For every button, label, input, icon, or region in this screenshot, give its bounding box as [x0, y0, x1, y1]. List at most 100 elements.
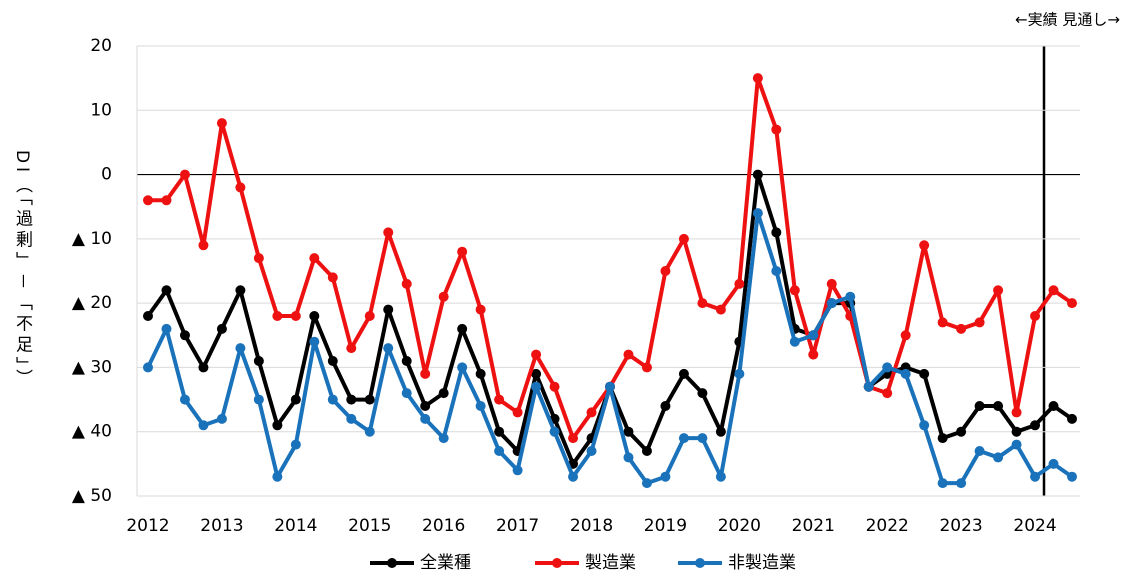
data-point — [660, 266, 671, 276]
legend-marker — [387, 558, 397, 568]
data-point — [327, 356, 338, 366]
data-point — [494, 394, 505, 405]
data-point — [826, 278, 837, 289]
data-point — [531, 381, 542, 392]
x-tick-label: 2014 — [274, 516, 317, 536]
data-point — [198, 420, 209, 431]
legend-label: 製造業 — [585, 553, 636, 573]
data-point — [272, 471, 283, 482]
x-tick-label: 2015 — [348, 516, 391, 536]
x-tick-label: 2020 — [718, 516, 761, 536]
data-point — [161, 195, 172, 206]
x-tick-label: 2018 — [570, 516, 613, 536]
data-point — [401, 388, 412, 399]
data-point — [272, 311, 283, 321]
data-point — [1067, 413, 1077, 424]
annotation: ←実績 見通し→ — [1015, 11, 1120, 29]
data-point — [660, 401, 671, 411]
data-point — [586, 407, 597, 418]
data-point — [401, 356, 412, 366]
x-tick-label: 2023 — [939, 516, 982, 536]
data-point — [660, 471, 671, 482]
data-point — [623, 452, 634, 463]
data-point — [494, 446, 505, 456]
data-point — [161, 323, 172, 334]
data-point — [771, 124, 782, 135]
data-point — [697, 433, 708, 444]
x-tick-label: 2019 — [644, 516, 687, 536]
y-tick-label: ▲ 10 — [72, 229, 112, 249]
x-tick-label: 2024 — [1013, 516, 1056, 536]
data-point — [327, 272, 338, 283]
data-point — [993, 452, 1004, 463]
data-point — [420, 413, 431, 424]
data-point — [272, 420, 283, 431]
data-point — [198, 362, 209, 373]
data-point — [937, 433, 948, 444]
data-point — [549, 426, 560, 437]
data-point — [1011, 426, 1022, 437]
data-point — [253, 253, 264, 264]
x-tick-label: 2022 — [866, 516, 909, 536]
data-point — [531, 349, 542, 360]
data-point — [1067, 298, 1077, 309]
data-point — [383, 343, 394, 354]
legend-label: 全業種 — [420, 553, 471, 573]
data-point — [438, 291, 449, 302]
data-point — [734, 278, 745, 289]
data-point — [346, 394, 357, 405]
data-point — [179, 394, 190, 405]
data-point — [1030, 471, 1041, 482]
data-point — [641, 446, 652, 456]
data-point — [882, 362, 893, 373]
data-point — [383, 227, 394, 238]
data-point — [179, 169, 190, 180]
data-point — [475, 401, 486, 411]
data-point — [364, 394, 375, 405]
y-tick-label: ▲ 40 — [72, 422, 112, 442]
data-point — [253, 394, 264, 405]
data-point — [771, 227, 782, 238]
data-point — [715, 426, 726, 437]
data-point — [198, 240, 209, 251]
data-point — [678, 233, 689, 244]
data-point — [882, 388, 893, 399]
data-point — [956, 478, 967, 489]
data-point — [420, 401, 431, 411]
data-point — [364, 311, 375, 321]
data-point — [993, 285, 1004, 296]
data-point — [734, 368, 745, 379]
data-point — [937, 478, 948, 489]
x-tick-label: 2013 — [200, 516, 243, 536]
data-point — [549, 381, 560, 392]
data-point — [900, 368, 911, 379]
data-point — [586, 446, 597, 456]
data-point — [457, 246, 468, 257]
data-point — [789, 336, 800, 347]
data-point — [531, 368, 542, 379]
y-tick-label: 20 — [90, 36, 112, 56]
data-point — [512, 465, 523, 476]
data-point — [678, 433, 689, 444]
data-point — [697, 298, 708, 309]
series-line — [146, 172, 1074, 466]
data-point — [235, 285, 246, 296]
data-point — [1030, 311, 1041, 321]
data-point — [1048, 458, 1059, 469]
data-point — [1048, 401, 1059, 411]
data-point — [956, 323, 967, 334]
data-point — [974, 446, 985, 456]
y-tick-label: ▲ 30 — [72, 357, 112, 377]
data-point — [752, 73, 763, 84]
data-point — [475, 368, 486, 379]
x-tick-label: 2012 — [126, 516, 169, 536]
data-point — [752, 208, 763, 219]
data-point — [401, 278, 412, 289]
data-point — [1048, 285, 1059, 296]
data-point — [216, 323, 227, 334]
data-point — [494, 426, 505, 437]
data-point — [290, 394, 301, 405]
data-point — [715, 471, 726, 482]
y-tick-label: 0 — [101, 165, 112, 185]
data-point — [697, 388, 708, 399]
